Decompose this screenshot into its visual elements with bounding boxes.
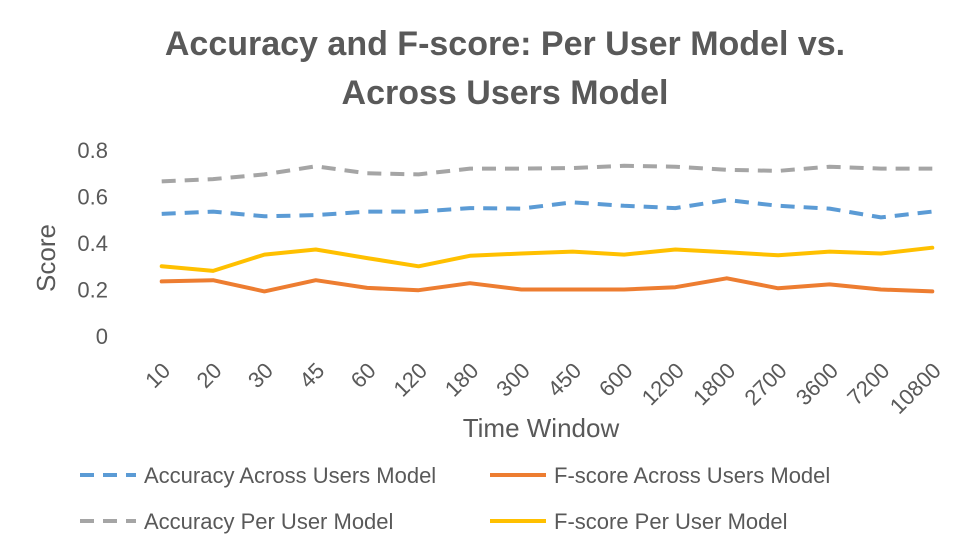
x-tick-label: 10 [140,358,175,393]
y-tick-label: 0.4 [77,231,108,256]
x-tick-label: 3600 [791,358,843,410]
legend-label: Accuracy Per User Model [144,509,393,534]
y-axis-title: Score [31,224,61,292]
y-tick-label: 0.6 [77,185,108,210]
legend-label: Accuracy Across Users Model [144,463,436,488]
series-line-4 [159,245,935,273]
x-axis-title: Time Window [463,413,620,443]
y-axis-ticks: 0 0.2 0.4 0.6 0.8 [77,138,108,349]
x-tick-label: 300 [491,358,535,402]
x-tick-label: 10800 [885,358,946,419]
x-axis-ticks: 10 20 30 45 60 120 180 300 450 600 1200 1800 2700 360… [140,358,946,419]
y-tick-label: 0.2 [77,278,108,303]
x-tick-label: 20 [192,358,227,393]
legend-label: F-score Per User Model [554,509,788,534]
y-tick-label: 0 [96,324,108,349]
x-tick-label: 30 [243,358,278,393]
x-tick-label: 180 [440,358,484,402]
x-tick-label: 450 [543,358,587,402]
chart-title-line-2: Across Users Model [342,74,669,112]
series-line-2 [159,276,935,294]
x-tick-label: 60 [346,358,381,393]
series-lines [159,163,935,294]
x-tick-label: 45 [294,358,329,393]
legend-label: F-score Across Users Model [554,463,830,488]
x-tick-label: 1800 [688,358,740,410]
x-tick-label: 120 [388,358,432,402]
series-line-3 [161,163,933,184]
y-tick-label: 0.8 [77,138,108,163]
legend: Accuracy Across Users Model F-score Acros… [80,463,830,534]
series-line-1 [161,198,933,220]
x-tick-label: 1200 [637,358,689,410]
chart-title-line-1: Accuracy and F-score: Per User Model vs. [165,25,845,63]
x-tick-label: 600 [594,358,638,402]
x-tick-label: 2700 [739,358,791,410]
